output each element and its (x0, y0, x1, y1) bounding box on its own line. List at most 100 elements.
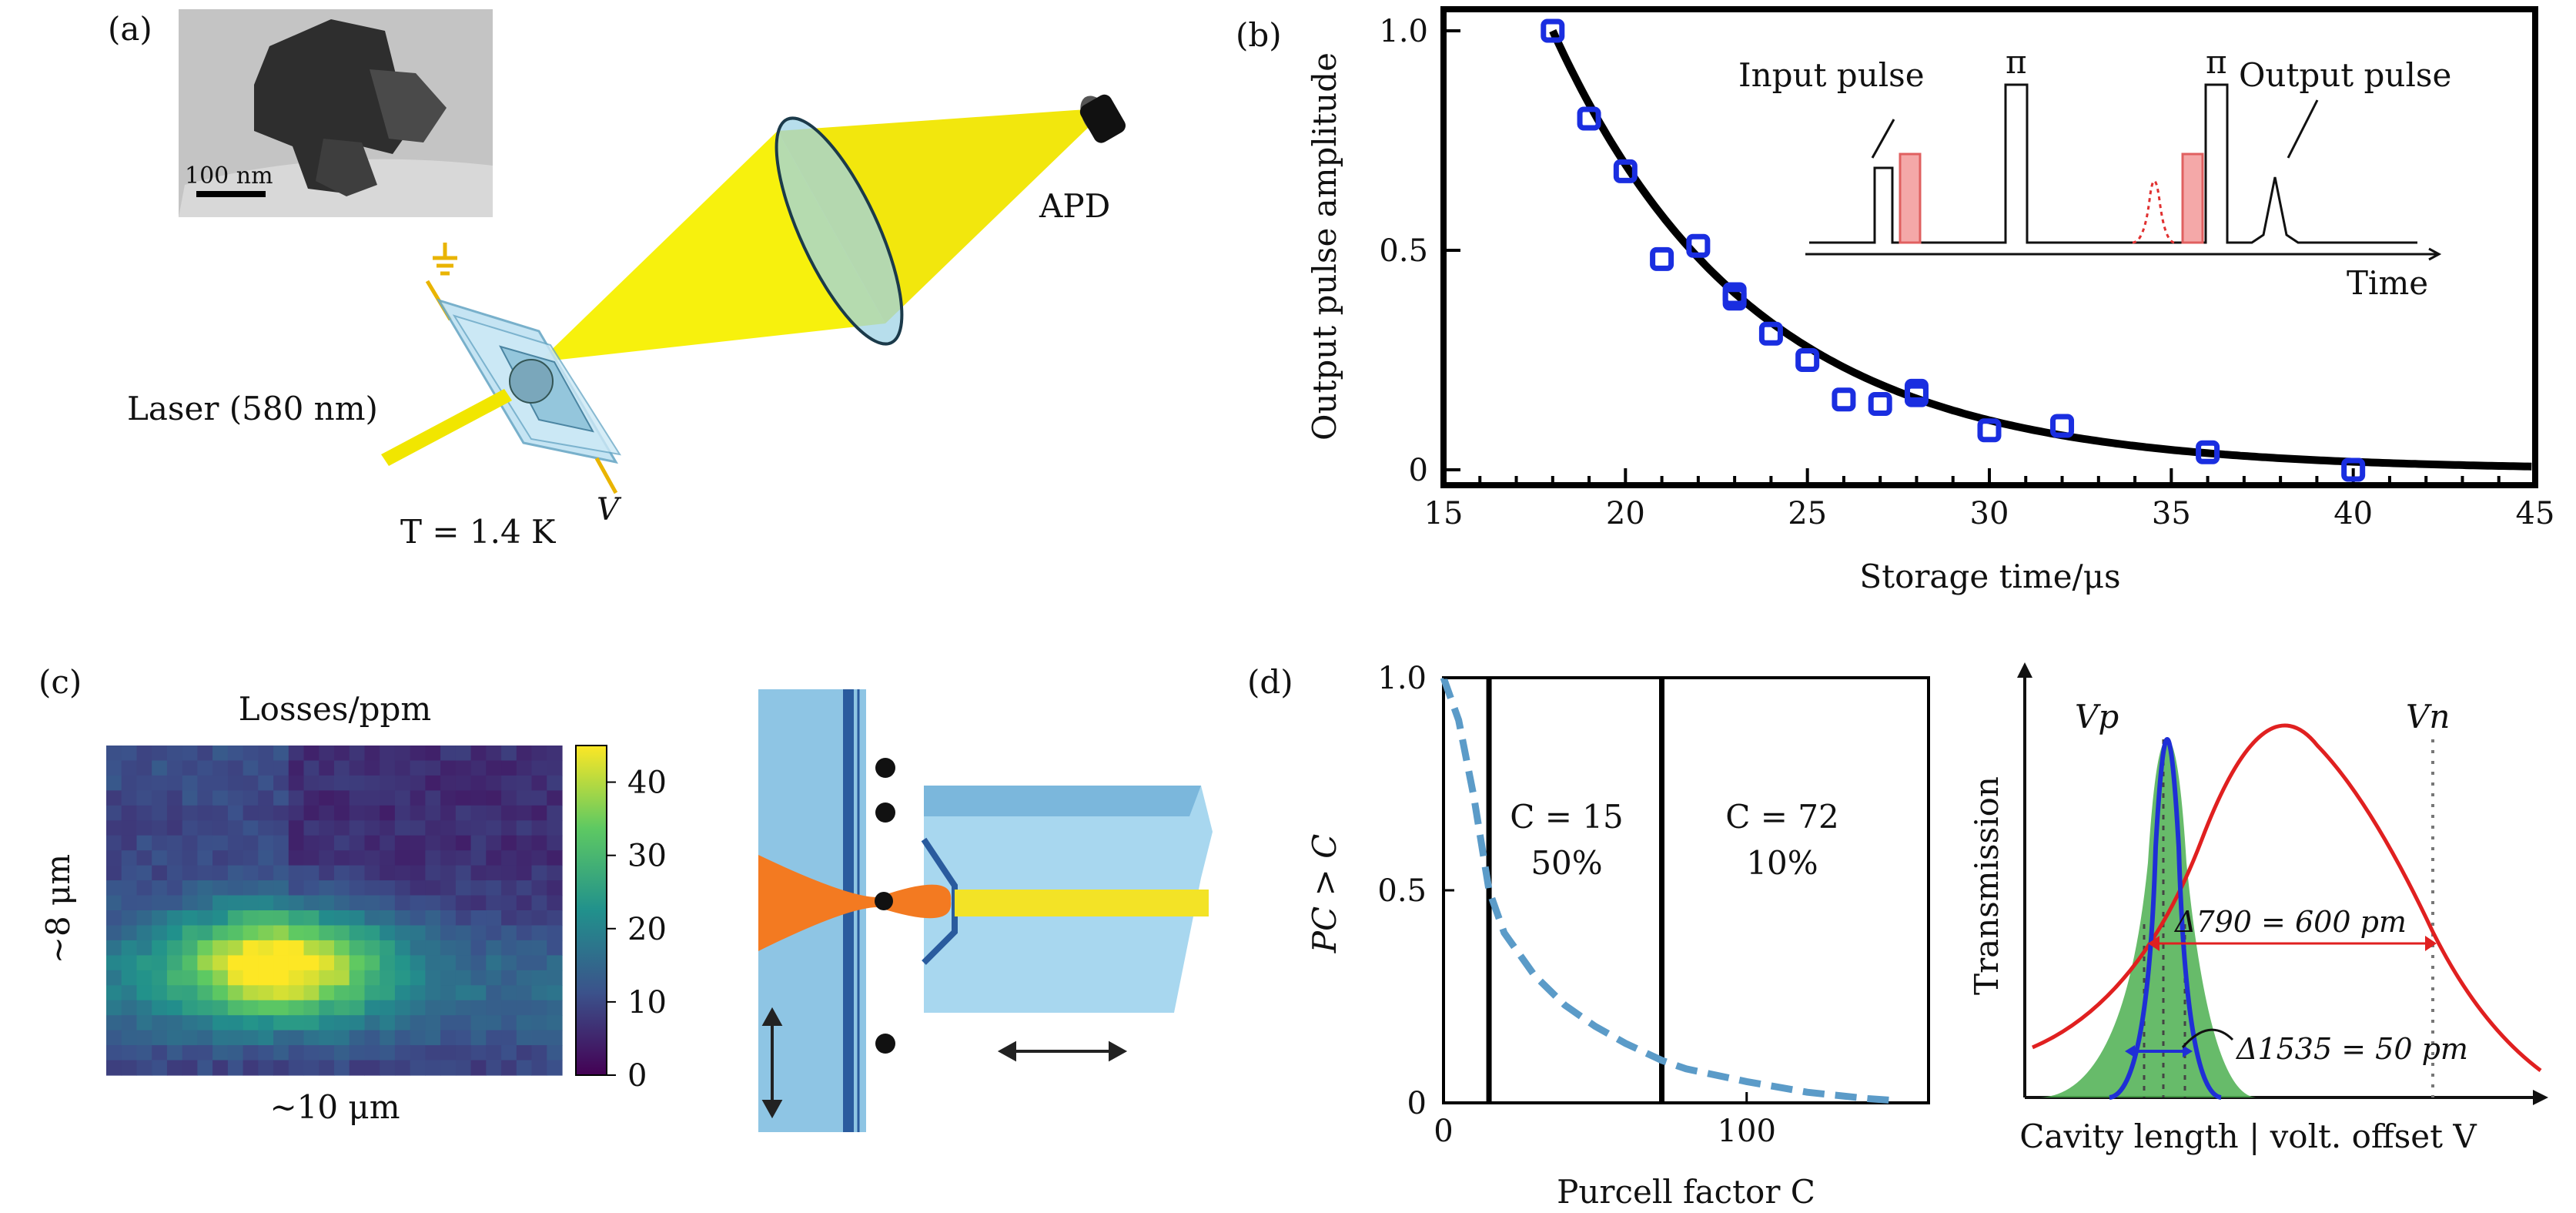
heatmap-cell (410, 865, 426, 881)
heatmap-cell (425, 970, 441, 986)
heatmap-cell (273, 1060, 289, 1076)
y-tick-label: 0.5 (1379, 233, 1428, 269)
heatmap-cell (455, 925, 472, 941)
heatmap-cell (364, 850, 380, 866)
heatmap-cell (121, 835, 137, 851)
heatmap-cell (440, 820, 457, 836)
heatmap-cell (394, 925, 411, 941)
heatmap-cell (364, 790, 380, 806)
heatmap-cell (166, 850, 183, 866)
heatmap-cell (440, 940, 457, 956)
heatmap-cell (212, 850, 229, 866)
heatmap-cell (152, 820, 168, 836)
heatmap-cell (136, 775, 152, 791)
heatmap-cell (531, 970, 547, 986)
cavity-mode (758, 855, 952, 951)
heatmap-cell (273, 910, 289, 927)
heatmap-cell (394, 910, 411, 927)
heatmap-cell (410, 790, 426, 806)
heatmap-cell (501, 760, 517, 776)
heatmap-cell (182, 1045, 198, 1061)
decay-xlabel: Storage time/μs (1859, 558, 2120, 595)
heatmap-cell (258, 835, 274, 851)
heatmap-cell (394, 895, 411, 911)
heatmap-cell (319, 955, 335, 971)
heatmap-cell (212, 910, 229, 927)
heatmap-cell (425, 1060, 441, 1076)
heatmap-cell (273, 1000, 289, 1016)
x-tick-label: 40 (2333, 496, 2373, 531)
heatmap-cell (319, 1015, 335, 1031)
heatmap-cell (425, 865, 441, 881)
heatmap-cell (349, 865, 365, 881)
heatmap-cell (516, 985, 533, 1001)
heatmap-cell (212, 1000, 229, 1016)
heatmap-cell (182, 1015, 198, 1031)
heatmap-cell (212, 790, 229, 806)
heatmap-cell (486, 985, 502, 1001)
heatmap-cell (319, 895, 335, 911)
heatmap-cell (470, 940, 487, 956)
heatmap-cell (243, 820, 259, 836)
heatmap-cell (516, 910, 533, 927)
heatmap-cell (455, 1015, 472, 1031)
heatmap-cell (486, 1015, 502, 1031)
data-point (1868, 392, 1892, 416)
heatmap-cell (227, 850, 244, 866)
heatmap-cell (106, 1060, 122, 1076)
heatmap-cell (486, 746, 502, 762)
heatmap-cell (486, 925, 502, 941)
heatmap-cell (136, 1060, 152, 1076)
heatmap-cell (227, 1060, 244, 1076)
heatmap-cell (364, 985, 380, 1001)
heatmap-cell (121, 1030, 137, 1046)
heatmap-cell (470, 1000, 487, 1016)
heatmap-cell (319, 940, 335, 956)
heatmap-cell (334, 865, 350, 881)
heatmap-cell (182, 895, 198, 911)
heatmap-cell (136, 820, 152, 836)
heatmap-cell (486, 790, 502, 806)
heatmap-cell (394, 1030, 411, 1046)
data-point (1758, 321, 1783, 346)
heatmap-cell (364, 746, 380, 762)
heatmap-cell (455, 746, 472, 762)
heatmap-cell (182, 775, 198, 791)
heatmap-cell (121, 790, 137, 806)
heatmap-cell (380, 746, 396, 762)
heatmap-cell (470, 1015, 487, 1031)
heatmap-cell (380, 955, 396, 971)
heatmap-cell (121, 805, 137, 821)
heatmap-cell (197, 746, 213, 762)
heatmap-cell (166, 940, 183, 956)
heatmap-cell (516, 850, 533, 866)
heatmap-cell (440, 835, 457, 851)
heatmap-cell (440, 1030, 457, 1046)
heatmap-cell (152, 775, 168, 791)
heatmap-cell (197, 880, 213, 896)
heatmap-cell (182, 760, 198, 776)
heatmap-cell (273, 760, 289, 776)
heatmap-cell (106, 805, 122, 821)
heatmap-cell (349, 940, 365, 956)
heatmap-cell (501, 955, 517, 971)
heatmap-cell (455, 985, 472, 1001)
heatmap-cell (547, 775, 563, 791)
heatmap-cell (516, 1000, 533, 1016)
heatmap-cell (319, 805, 335, 821)
region2-c-label: C = 72 (1725, 798, 1838, 836)
heatmap-cell (364, 925, 380, 941)
heatmap-cell (364, 1030, 380, 1046)
heatmap-cell (334, 1015, 350, 1031)
heatmap-cell (227, 910, 244, 927)
panel-b-label: (b) (1236, 16, 1282, 54)
heatmap-cell (501, 1030, 517, 1046)
heatmap-cell (394, 1060, 411, 1076)
heatmap-cell (486, 865, 502, 881)
heatmap-cell (410, 1045, 426, 1061)
heatmap-cell (182, 1030, 198, 1046)
heatmap-cell (334, 820, 350, 836)
heatmap-cell (349, 775, 365, 791)
heatmap-cell (547, 805, 563, 821)
heatmap-cell (380, 1015, 396, 1031)
